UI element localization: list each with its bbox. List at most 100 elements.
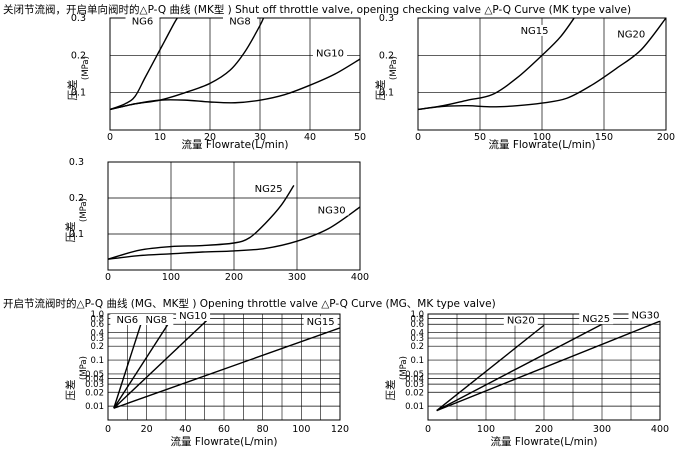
c2-series-label-ng15: NG15 [521,26,549,37]
c4-series-label-bg [139,314,174,326]
c4-series-label-bg [303,316,338,328]
c5-ytick-label: 0.4 [410,328,424,338]
c3-series-ng25 [108,185,295,260]
c1-series-label-bg [223,15,257,27]
c5-y-axis-label: 压差 [384,380,397,401]
c1-series-label-ng6: NG6 [132,17,154,28]
chart-group-heading-mk: 关闭节流阀，开启单向阀时的△P-Q 曲线 (MK型 ) Shut off thr… [3,4,632,16]
c1-xtick-label: 20 [204,132,216,143]
c5-ytick-label: 0.8 [410,314,424,324]
c4-series-ng10 [113,320,208,409]
c5-ytick-label: 0.01 [405,402,424,412]
c3-y-axis-label: 压差 [64,222,77,243]
c1-series-label-ng10: NG10 [316,48,344,59]
c2-ytick-label: 0.2 [379,50,394,61]
c2-ytick-label: 0.1 [379,88,394,99]
c1-series-ng6 [110,18,179,111]
c2-series-label-ng20: NG20 [617,30,645,41]
c3-series-ng30 [108,206,360,260]
c4-xtick-label: 120 [331,424,349,435]
c5-ytick-label: 0.04 [405,374,424,384]
c1-y-axis-label: 压差 [66,80,79,101]
c4-ytick-label: 0.05 [85,370,104,380]
c4-series-label-bg [176,309,211,321]
c2-y-axis-label: 压差 [374,80,387,101]
c5-series-ng30 [436,320,660,412]
c4-ytick-label: 0.2 [90,342,104,352]
c1-xtick-label: 10 [154,132,166,143]
c4-xtick-label: 0 [105,424,111,435]
c2-xtick-label: 150 [595,132,613,143]
c1-series-ng8 [110,18,265,111]
c5-ytick-label: 1.0 [410,310,424,320]
c1-xtick-label: 0 [107,132,113,143]
c4-ytick-label: 0.04 [85,374,104,384]
c4-ytick-label: 0.03 [85,380,104,390]
c5-ytick-label: 0.02 [405,388,424,398]
c5-series-label-bg [579,313,614,325]
c2-series-label-bg [517,24,552,36]
c4-xtick-label: 40 [179,424,191,435]
c2-x-axis-label: 流量 Flowrate(L/min) [488,138,595,151]
c1-series-label-ng8: NG8 [229,17,251,28]
c4-xtick-label: 60 [218,424,230,435]
c4-xtick-label: 100 [292,424,310,435]
c4-ytick-label: 0.3 [90,334,104,344]
c5-series-label-ng20: NG20 [507,316,535,327]
c3-y-axis-unit: (MPa) [79,198,89,222]
c1-ytick-label: 0.2 [71,50,86,61]
c5-xtick-label: 100 [477,424,495,435]
c5-series-ng25 [436,323,603,412]
c4-xtick-label: 80 [257,424,269,435]
c2-y-axis-unit: (MPa) [389,56,399,80]
c1-series-ng10 [110,58,360,111]
c2-xtick-label: 200 [657,132,675,143]
c5-ytick-label: 0.3 [410,334,424,344]
c4-ytick-label: 1.0 [90,310,104,320]
c4-y-axis-unit: (MPa) [79,356,89,380]
c2-ytick-label: 0.3 [379,13,394,24]
c5-series-ng20 [436,324,545,412]
c2-xtick-label: 100 [533,132,551,143]
c4-x-axis-label: 流量 Flowrate(L/min) [170,435,277,448]
c4-xtick-label: 20 [141,424,153,435]
c5-ytick-label: 0.1 [410,356,424,366]
c4-series-ng15 [113,327,340,409]
c5-ytick-label: 0.05 [405,370,424,380]
c5-series-label-ng30: NG30 [632,311,660,322]
c4-series-label-ng10: NG10 [179,311,207,322]
c3-xtick-label: 200 [225,272,243,283]
c5-xtick-label: 400 [651,424,669,435]
c4-ytick-label: 0.01 [85,402,104,412]
c1-y-axis-unit: (MPa) [81,56,91,80]
c2-series-ng15 [418,18,575,111]
c1-series-label-bg [313,47,347,59]
c2-xtick-label: 0 [415,132,421,143]
c4-series-label-bg [110,314,145,326]
c1-xtick-label: 50 [354,132,366,143]
c3-xtick-label: 100 [162,272,180,283]
c5-xtick-label: 0 [425,424,431,435]
c3-series-label-ng30: NG30 [318,205,346,216]
c3-ytick-label: 0.3 [69,157,84,168]
c2-xtick-label: 50 [474,132,486,143]
c1-x-axis-label: 流量 Flowrate(L/min) [181,138,288,151]
c5-ytick-label: 0.03 [405,380,424,390]
c5-xtick-label: 200 [535,424,553,435]
c5-series-label-bg [503,314,538,326]
c1-series-label-bg [125,15,160,27]
c4-ytick-label: 0.6 [90,320,104,330]
c1-ytick-label: 0.1 [71,88,86,99]
c2-series-label-bg [614,28,649,40]
c3-xtick-label: 300 [288,272,306,283]
c5-y-axis-unit: (MPa) [399,356,409,380]
c4-series-label-ng15: NG15 [307,317,335,328]
c3-xtick-label: 0 [105,272,111,283]
c4-y-axis-label: 压差 [64,380,77,401]
chart-group-heading-mg-mk: 开启节流阀时的△P-Q 曲线 (MG、MK型 ) Opening throttl… [3,298,496,310]
c4-series-label-ng6: NG6 [117,315,139,326]
c4-ytick-label: 0.8 [90,314,104,324]
c5-series-label-ng25: NG25 [582,314,610,325]
c5-ytick-label: 0.2 [410,342,424,352]
